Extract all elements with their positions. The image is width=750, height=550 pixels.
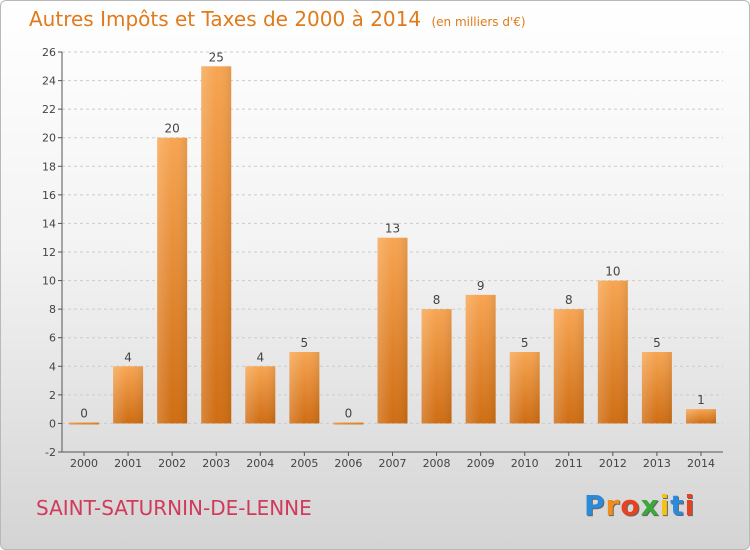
x-tick-label: 2006	[334, 457, 362, 470]
logo-letter: i	[684, 489, 696, 522]
y-tick-label: 18	[42, 160, 56, 173]
data-label: 13	[385, 222, 400, 236]
bar-shade	[421, 309, 452, 424]
chart-title: Autres Impôts et Taxes de 2000 à 2014 (e…	[29, 7, 526, 31]
data-label: 8	[433, 293, 441, 307]
data-label: 4	[256, 350, 264, 364]
bar-shade	[509, 352, 540, 424]
y-tick-label: 6	[49, 332, 56, 345]
bar-shade	[157, 137, 188, 424]
logo-letter: i	[659, 489, 671, 522]
bar-shade	[201, 66, 232, 424]
logo-letter: P	[584, 489, 606, 522]
bar-shade	[113, 366, 144, 424]
y-tick-label: 10	[42, 275, 56, 288]
data-label: 5	[653, 336, 661, 350]
bar-shade	[553, 309, 584, 424]
x-tick-label: 2000	[70, 457, 98, 470]
x-tick-label: 2001	[114, 457, 142, 470]
bar-shade	[597, 280, 628, 424]
x-tick-label: 2003	[202, 457, 230, 470]
y-tick-label: 4	[49, 360, 56, 373]
data-label: 5	[521, 336, 529, 350]
y-tick-label: 0	[49, 417, 56, 430]
data-label: 20	[165, 122, 180, 136]
x-tick-label: 2012	[599, 457, 627, 470]
x-tick-label: 2010	[511, 457, 539, 470]
data-label: 25	[209, 50, 224, 64]
x-tick-label: 2009	[467, 457, 495, 470]
data-label: 9	[477, 279, 485, 293]
x-tick-label: 2005	[290, 457, 318, 470]
y-tick-label: 16	[42, 189, 56, 202]
commune-name: SAINT-SATURNIN-DE-LENNE	[36, 496, 312, 520]
x-tick-label: 2014	[687, 457, 715, 470]
data-label: 0	[345, 406, 353, 420]
y-tick-label: 12	[42, 246, 56, 259]
bar-shade	[685, 409, 716, 424]
x-tick-label: 2002	[158, 457, 186, 470]
bar-shade	[289, 352, 320, 424]
x-tick-label: 2011	[555, 457, 583, 470]
y-tick-label: -2	[45, 446, 56, 459]
x-tick-label: 2013	[643, 457, 671, 470]
data-label: 1	[697, 393, 705, 407]
y-tick-label: 24	[42, 75, 56, 88]
chart-title-unit: (en milliers d'€)	[431, 15, 526, 29]
bar-shade	[377, 237, 408, 424]
logo-letter: o	[620, 489, 641, 522]
bar-shade	[333, 422, 364, 425]
data-label: 8	[565, 293, 573, 307]
y-tick-label: 20	[42, 132, 56, 145]
x-tick-label: 2008	[423, 457, 451, 470]
data-label: 5	[301, 336, 309, 350]
y-tick-label: 2	[49, 389, 56, 402]
data-label: 10	[605, 265, 620, 279]
chart-title-main: Autres Impôts et Taxes de 2000 à 2014	[29, 7, 422, 31]
logo-letter: r	[605, 489, 621, 522]
y-tick-label: 26	[42, 46, 56, 59]
bar-shade	[69, 422, 100, 425]
logo-letter: x	[640, 489, 660, 522]
bar-shade	[465, 294, 496, 424]
proxiti-logo[interactable]: Proxiti	[584, 489, 695, 522]
logo-letter: t	[670, 489, 685, 522]
x-tick-label: 2004	[246, 457, 274, 470]
y-tick-label: 8	[49, 303, 56, 316]
y-tick-label: 22	[42, 103, 56, 116]
bar-shade	[641, 352, 672, 424]
data-label: 0	[80, 406, 88, 420]
bar-shade	[245, 366, 276, 424]
x-tick-label: 2007	[379, 457, 407, 470]
data-label: 4	[124, 350, 132, 364]
y-tick-label: 14	[42, 217, 56, 230]
